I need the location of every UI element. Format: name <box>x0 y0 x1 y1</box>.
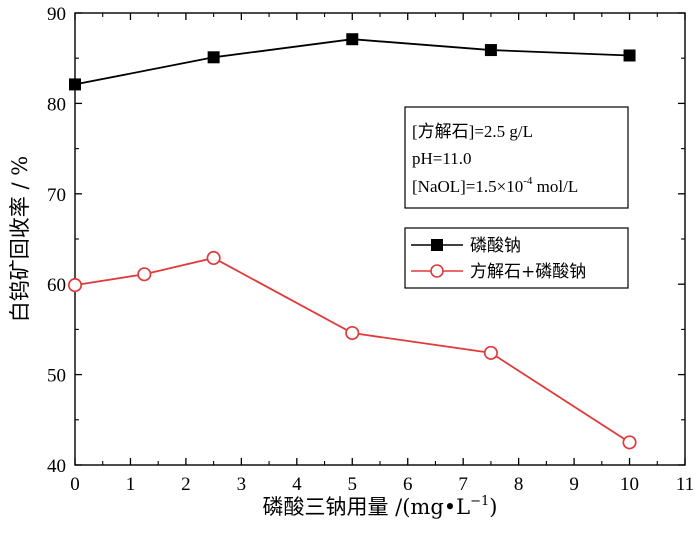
legend: 磷酸钠 方解石+磷酸钠 <box>404 227 629 289</box>
data-point-circle <box>345 325 360 341</box>
legend-marker-open-circle <box>430 264 444 278</box>
x-tick-label: 10 <box>620 474 639 495</box>
conditions-box-frame <box>404 106 629 209</box>
series-layer <box>67 33 637 450</box>
x-tick-label: 11 <box>676 474 694 495</box>
x-tick-label: 0 <box>70 474 80 495</box>
legend-frame <box>404 227 629 289</box>
legend-label-sodium-phosphate: 磷酸钠 <box>470 236 521 256</box>
x-tick-label: 4 <box>292 474 302 495</box>
data-point-circle <box>137 267 152 282</box>
x-axis-title-end: ) <box>489 495 497 519</box>
series-1 <box>69 33 636 91</box>
x-tick-label: 1 <box>126 474 136 495</box>
condition-naol: [NaOL]=1.5×10-4 mol/L <box>412 175 578 196</box>
x-axis-ticks <box>74 13 686 465</box>
x-tick-label: 7 <box>458 474 468 495</box>
x-tick-label: 6 <box>403 474 413 495</box>
condition-naol-superscript: -4 <box>523 175 533 187</box>
y-tick-label: 90 <box>47 4 66 25</box>
x-tick-label: 9 <box>569 474 579 495</box>
x-axis-title-main: 磷酸三钠用量 /(mg•L <box>262 495 470 519</box>
y-tick-label: 70 <box>47 185 66 206</box>
condition-naol-prefix: [NaOL]=1.5×10 <box>412 177 523 196</box>
y-tick-label: 60 <box>47 275 66 296</box>
data-point-circle <box>622 435 637 450</box>
data-point-circle <box>483 345 498 360</box>
condition-ph: pH=11.0 <box>412 149 471 168</box>
data-point-circle <box>67 278 83 293</box>
x-tick-label: 3 <box>237 474 247 495</box>
data-point-square <box>484 44 497 57</box>
x-axis-title-superscript: −1 <box>470 494 489 509</box>
data-point-square <box>207 51 220 64</box>
series-line <box>74 38 630 86</box>
y-tick-label: 80 <box>47 94 66 115</box>
series-2 <box>67 250 637 450</box>
y-tick-label: 40 <box>47 456 66 477</box>
x-tick-label: 2 <box>181 474 191 495</box>
condition-calcite: [方解石]=2.5 g/L <box>412 122 533 141</box>
x-tick-label: 5 <box>348 474 358 495</box>
legend-marker-filled-square <box>431 239 443 251</box>
x-axis-title: 磷酸三钠用量 /(mg•L−1) <box>262 494 497 519</box>
x-tick-label: 8 <box>514 474 524 495</box>
condition-naol-suffix: mol/L <box>532 177 578 196</box>
data-point-square <box>623 49 636 62</box>
conditions-box: [方解石]=2.5 g/L pH=11.0 [NaOL]=1.5×10-4 mo… <box>404 106 629 209</box>
y-axis-title: 白钨矿回收率 / % <box>8 156 32 322</box>
series-line <box>74 257 631 444</box>
x-axis-tick-labels: 0 1 2 3 4 5 6 7 8 9 10 11 <box>70 474 694 495</box>
legend-label-calcite-phosphate: 方解石+磷酸钠 <box>470 262 586 282</box>
y-axis-tick-labels: 40 50 60 70 80 90 <box>47 4 66 477</box>
data-point-circle <box>206 250 221 266</box>
data-point-square <box>346 33 359 46</box>
y-tick-label: 50 <box>47 366 66 387</box>
data-point-square <box>69 78 81 91</box>
